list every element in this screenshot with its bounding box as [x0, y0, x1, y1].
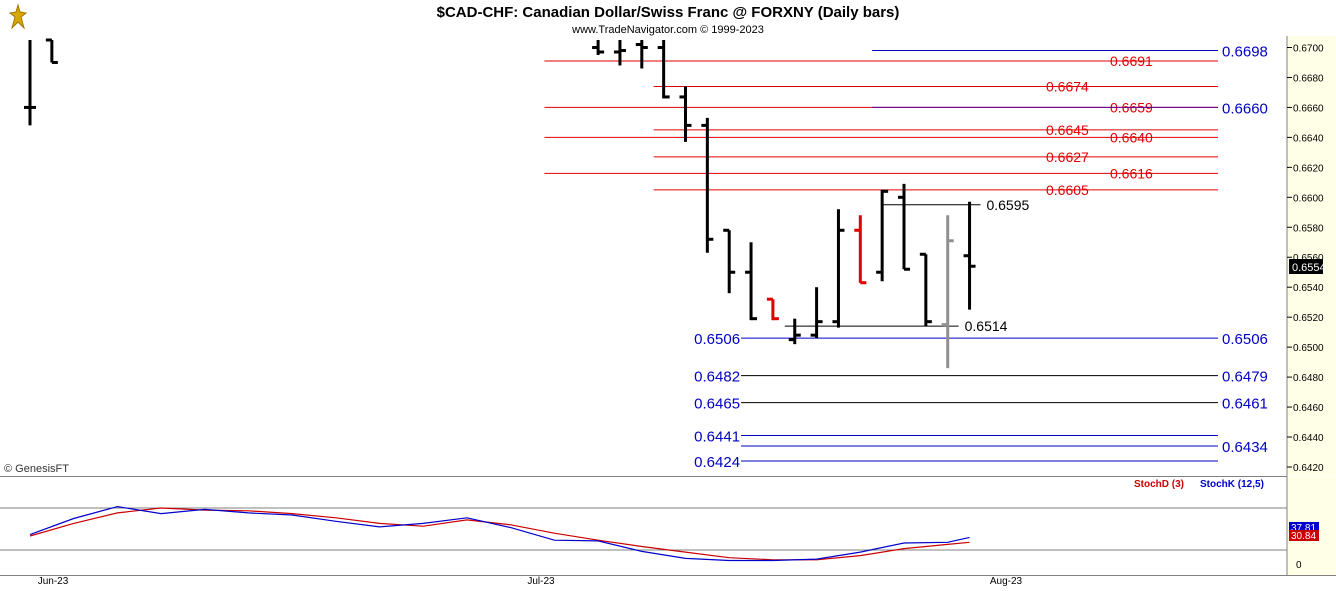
level-label: 0.6514: [965, 318, 1008, 334]
price-bars: [24, 38, 976, 369]
price-tick-label: 0.6580: [1293, 223, 1324, 234]
level-label-right: 0.6698: [1222, 43, 1268, 60]
ohlc-bar: [657, 40, 670, 99]
ohlc-bar: [723, 228, 736, 294]
level-label: 0.6674: [1046, 78, 1089, 94]
level-label-left: 0.6506: [694, 331, 740, 348]
ohlc-bar: [679, 86, 692, 142]
price-scale-background: [1287, 36, 1336, 476]
level-label-left: 0.6441: [694, 429, 740, 446]
level-label-left: 0.6424: [694, 454, 740, 471]
price-tick-label: 0.6460: [1293, 403, 1324, 414]
price-axis: 0.6700 0.6680 0.6660 0.6640 0.6620 0.6600 0.65…: [1287, 43, 1324, 474]
ohlc-bar: [898, 183, 910, 271]
price-tick-label: 0.6660: [1293, 103, 1324, 114]
price-tick-label: 0.6600: [1293, 193, 1324, 204]
level-label-left: 0.6465: [694, 396, 740, 413]
ohlc-bar: [919, 252, 932, 327]
price-tick-label: 0.6520: [1293, 313, 1324, 324]
level-label: 0.6595: [986, 197, 1029, 213]
level-label: 0.6605: [1046, 182, 1089, 198]
ohlc-bar: [788, 318, 801, 345]
x-label-aug: Aug-23: [990, 576, 1023, 587]
level-label: 0.6640: [1110, 129, 1153, 145]
level-label-right: 0.6660: [1222, 100, 1268, 117]
ohlc-bar: [876, 189, 889, 282]
legend-stochd: StochD (3): [1134, 479, 1184, 490]
stochk-last-box: [1289, 522, 1319, 533]
ohlc-bar: [832, 209, 845, 328]
level-label-left: 0.6482: [694, 369, 740, 386]
stoch-lines: [29, 505, 970, 562]
price-tick-label: 0.6480: [1293, 373, 1324, 384]
ohlc-bar: [810, 287, 823, 339]
ohlc-bar: [45, 38, 58, 64]
ohlc-bar: [745, 242, 758, 321]
stochd-last-box: [1289, 530, 1319, 541]
ohlc-bar: [701, 117, 714, 253]
stoch-series-line: [29, 507, 970, 561]
ohlc-bar: [592, 40, 605, 55]
price-tick-label: 0.6620: [1293, 163, 1324, 174]
x-label-jul: Jul-23: [527, 576, 555, 587]
price-tick-label: 0.6420: [1293, 463, 1324, 474]
x-label-jun: Jun-23: [38, 576, 69, 587]
stoch-reference-lines: [0, 507, 1287, 551]
last-price-label: 0.6554: [1292, 262, 1326, 274]
level-label-right: 0.6461: [1222, 396, 1268, 413]
chart-subtitle: www.TradeNavigator.com © 1999-2023: [571, 24, 764, 36]
level-label: 0.6691: [1110, 53, 1153, 69]
ohlc-bar: [24, 40, 36, 126]
level-label-right: 0.6434: [1222, 439, 1268, 456]
level-label: 0.6616: [1110, 165, 1153, 181]
price-tick-label: 0.6640: [1293, 133, 1324, 144]
ohlc-bar: [766, 297, 779, 321]
price-tick-label: 0.6540: [1293, 283, 1324, 294]
level-label: 0.6645: [1046, 122, 1089, 138]
price-tick-label: 0.6680: [1293, 73, 1324, 84]
trade-navigator-logo: [4, 3, 32, 31]
level-label-right: 0.6479: [1222, 369, 1268, 386]
ohlc-bar: [941, 215, 954, 369]
stochk-last-label: 37.81: [1291, 523, 1316, 534]
last-price-box: [1289, 259, 1323, 274]
level-label-right: 0.6506: [1222, 331, 1268, 348]
ohlc-bar: [613, 40, 626, 66]
ohlc-bar: [635, 40, 648, 69]
stoch-tick-label: 0: [1296, 560, 1302, 571]
chart-title: $CAD-CHF: Canadian Dollar/Swiss Franc @ …: [437, 4, 900, 21]
legend-stochk: StochK (12,5): [1200, 479, 1264, 490]
ohlc-bar: [854, 215, 867, 285]
price-tick-label: 0.6500: [1293, 343, 1324, 354]
ohlc-bar: [963, 201, 976, 310]
stochd-last-label: 30.84: [1291, 531, 1316, 542]
price-tick-label: 0.6440: [1293, 433, 1324, 444]
price-tick-label: 0.6560: [1293, 253, 1324, 264]
watermark: © GenesisFT: [4, 463, 69, 475]
level-label: 0.6627: [1046, 149, 1089, 165]
price-tick-label: 0.6700: [1293, 43, 1324, 54]
stoch-series-line: [29, 505, 970, 562]
